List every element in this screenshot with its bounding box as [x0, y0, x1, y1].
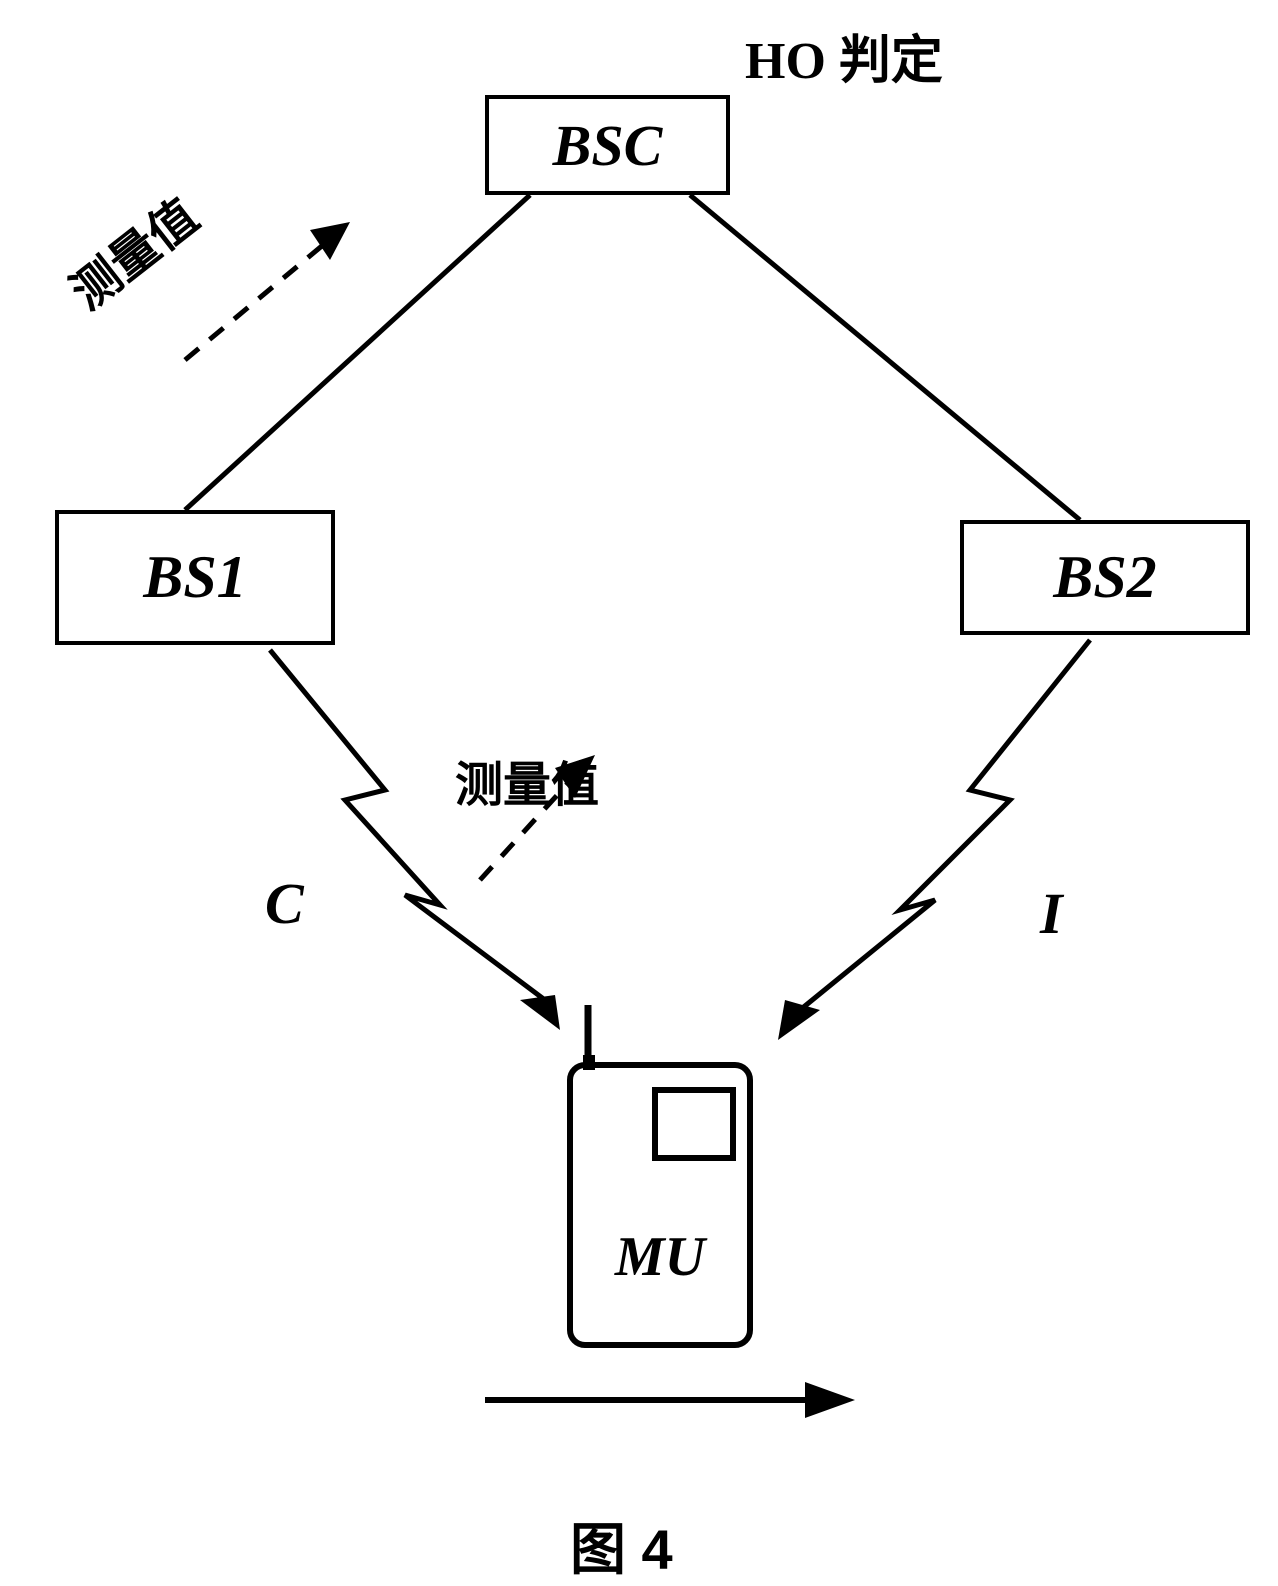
motion-arrow-head [805, 1382, 855, 1418]
dashed-arrow-1 [185, 235, 335, 360]
bs1-label: BS1 [143, 543, 246, 612]
measurement-label-1: 测量值 [53, 179, 210, 323]
edge-bsc-bs2 [690, 195, 1080, 520]
edge-bs1-mu-lightning [270, 650, 545, 1000]
arrowhead-i [778, 1000, 820, 1040]
bsc-label: BSC [553, 112, 663, 179]
figure-caption: 图 4 [570, 1505, 673, 1586]
edge-bsc-bs1 [185, 195, 530, 510]
diagram-container: HO 判定 BSC BS1 BS2 测量值 测量值 C I [0, 0, 1278, 1581]
bs1-node: BS1 [55, 510, 335, 645]
mu-label-svg: MU [614, 1226, 708, 1288]
dashed-arrow-1-head [310, 222, 350, 260]
ho-decision-label: HO 判定 [745, 18, 943, 93]
caption-text: 图 4 [570, 1518, 673, 1581]
c-text: C [265, 871, 304, 936]
signal-c-label: C [265, 870, 304, 937]
measurement2-text: 测量值 [455, 759, 599, 812]
i-text: I [1040, 881, 1063, 946]
bsc-node: BSC [485, 95, 730, 195]
mu-node: MU [540, 1005, 770, 1355]
measurement-label-2: 测量值 [455, 745, 599, 815]
edge-bs2-mu-lightning [800, 640, 1090, 1010]
measurement1-text: 测量值 [62, 190, 208, 320]
bs2-node: BS2 [960, 520, 1250, 635]
phone-icon: MU [540, 1005, 770, 1350]
ho-text: HO 判定 [745, 33, 943, 90]
bs2-label: BS2 [1053, 543, 1156, 612]
signal-i-label: I [1040, 880, 1063, 947]
